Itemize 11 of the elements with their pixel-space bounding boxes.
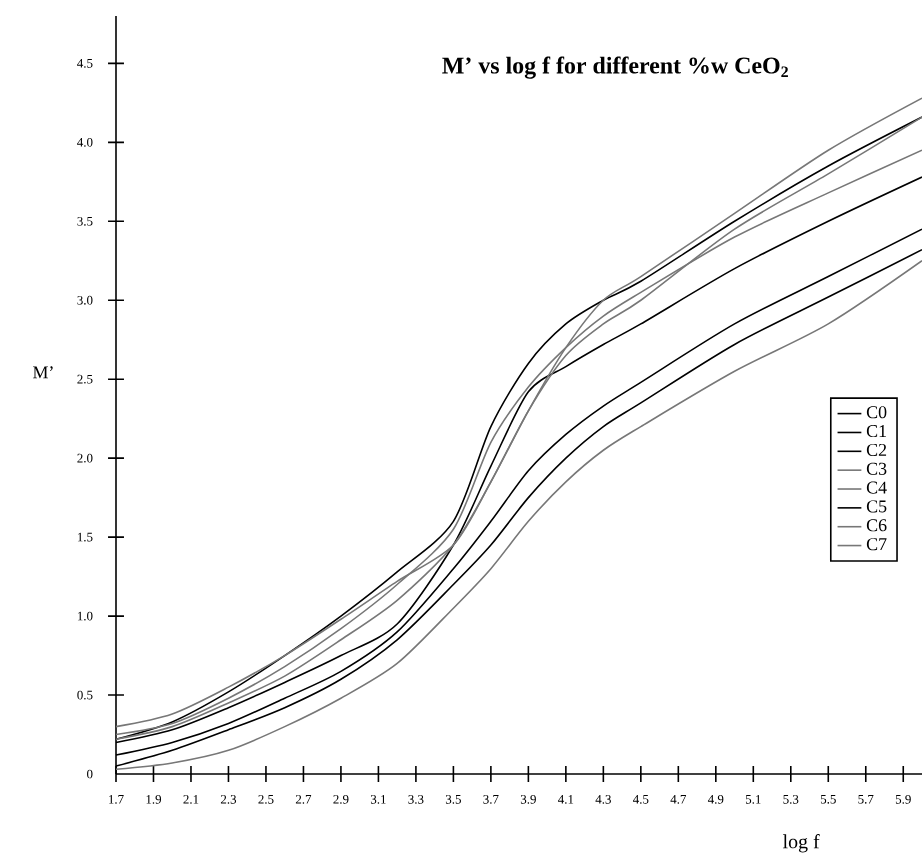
legend-label: C0 [866, 406, 887, 419]
y-axis-title: M’ [33, 366, 53, 379]
x-axis-title: log f [782, 834, 820, 853]
legend-label: C4 [866, 481, 887, 494]
legend-label: C7 [866, 538, 887, 551]
text: M’ vs log f for different %w CeO$_{2}$ [442, 56, 788, 79]
legend-label: C2 [866, 443, 887, 456]
legend-label: C1 [866, 425, 887, 438]
legend-label: C5 [866, 500, 887, 513]
legend-label: C3 [866, 462, 887, 475]
legend-label: C6 [866, 519, 887, 532]
